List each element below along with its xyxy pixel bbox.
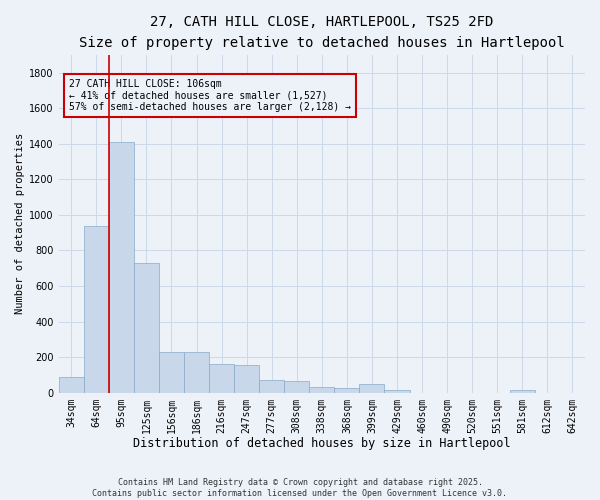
Bar xyxy=(334,388,359,392)
Bar xyxy=(84,226,109,392)
Bar xyxy=(284,381,309,392)
Text: 27 CATH HILL CLOSE: 106sqm
← 41% of detached houses are smaller (1,527)
57% of s: 27 CATH HILL CLOSE: 106sqm ← 41% of deta… xyxy=(69,78,351,112)
Y-axis label: Number of detached properties: Number of detached properties xyxy=(15,133,25,314)
Bar xyxy=(385,390,410,392)
Bar xyxy=(59,376,84,392)
Text: Contains HM Land Registry data © Crown copyright and database right 2025.
Contai: Contains HM Land Registry data © Crown c… xyxy=(92,478,508,498)
Bar xyxy=(309,388,334,392)
Bar xyxy=(209,364,234,392)
Bar xyxy=(184,352,209,393)
Bar xyxy=(134,263,159,392)
Bar xyxy=(510,390,535,392)
Bar xyxy=(159,352,184,393)
Bar xyxy=(109,142,134,393)
Bar xyxy=(359,384,385,392)
Bar xyxy=(259,380,284,392)
Title: 27, CATH HILL CLOSE, HARTLEPOOL, TS25 2FD
Size of property relative to detached : 27, CATH HILL CLOSE, HARTLEPOOL, TS25 2F… xyxy=(79,15,565,50)
X-axis label: Distribution of detached houses by size in Hartlepool: Distribution of detached houses by size … xyxy=(133,437,511,450)
Bar xyxy=(234,365,259,392)
